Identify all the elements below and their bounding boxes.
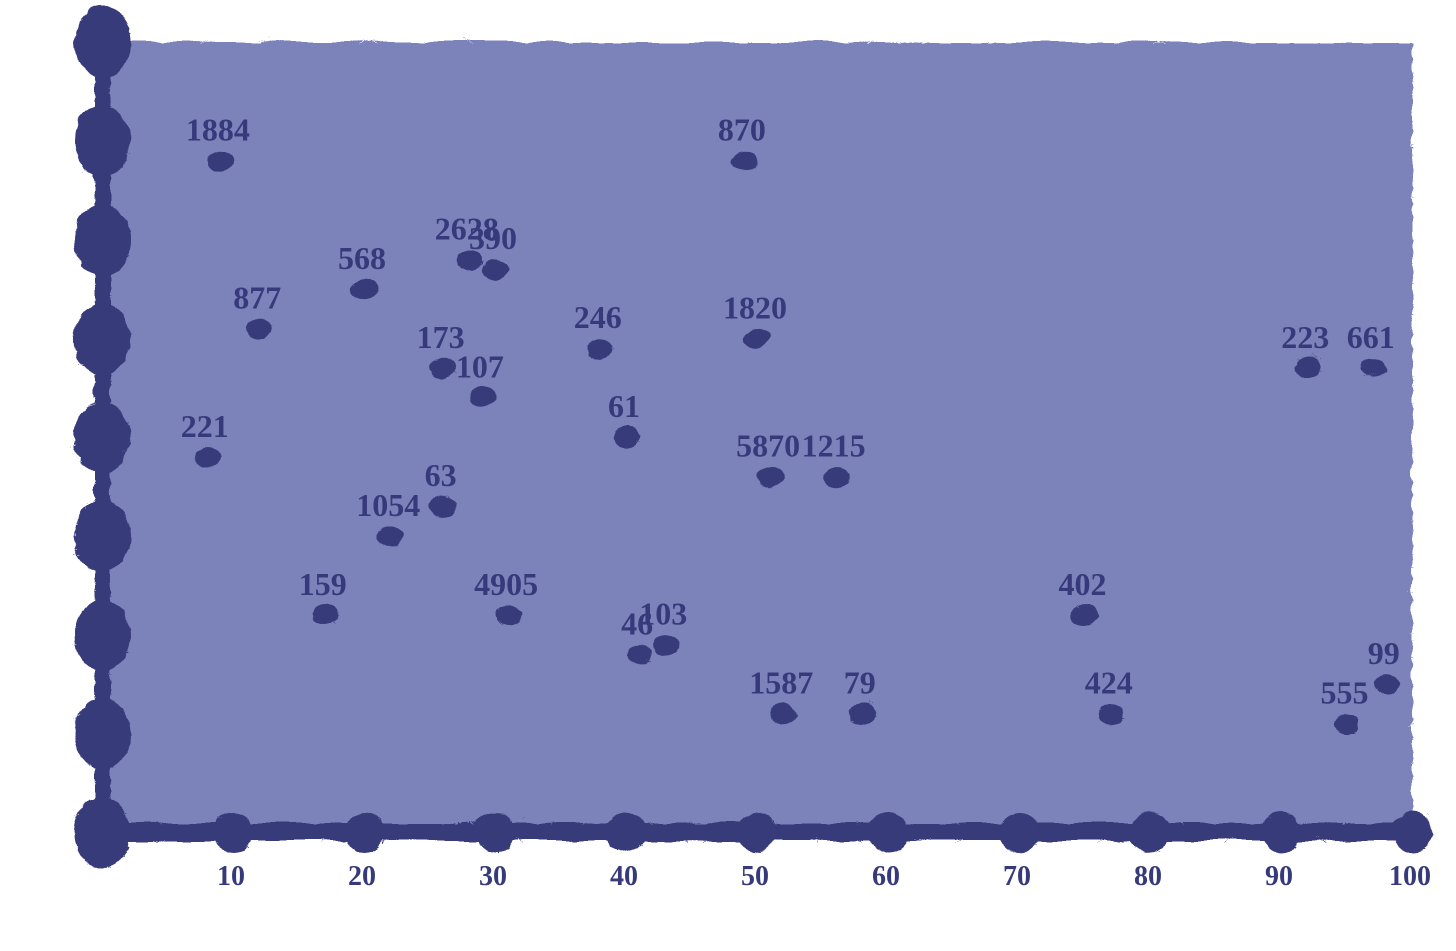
data-point-label: 99 (1368, 635, 1400, 671)
x-axis-tick (342, 810, 382, 850)
data-point (493, 603, 519, 623)
data-point-label: 246 (574, 299, 622, 335)
data-point-label: 221 (181, 408, 229, 444)
data-point (1371, 672, 1397, 692)
y-axis-tick (72, 695, 128, 767)
data-point-label: 1587 (749, 665, 813, 701)
data-point-label: 555 (1321, 674, 1369, 710)
x-axis-tick-label: 70 (1003, 861, 1031, 892)
data-point (585, 336, 611, 356)
x-axis-tick-label: 10 (217, 861, 245, 892)
data-point (1096, 701, 1122, 721)
data-point (205, 148, 231, 168)
data-point (820, 464, 846, 484)
data-point-label: 390 (469, 220, 517, 256)
data-point (650, 632, 676, 652)
data-point (1292, 356, 1318, 376)
data-point (1069, 603, 1095, 623)
y-axis-tick (72, 103, 128, 175)
data-point-label: 79 (844, 665, 876, 701)
data-point (375, 524, 401, 544)
scatter-chart: 1020304050607080901001884870877568262839… (0, 0, 1456, 951)
data-point (244, 316, 270, 336)
data-point (427, 356, 453, 376)
data-point-label: 107 (456, 349, 504, 385)
x-axis-tick (1390, 810, 1430, 850)
data-point (847, 701, 873, 721)
data-point (611, 425, 637, 445)
data-point (624, 642, 650, 662)
x-axis-tick (604, 810, 644, 850)
y-axis-tick (72, 399, 128, 471)
x-axis-tick-label: 40 (610, 861, 638, 892)
data-point (729, 148, 755, 168)
y-axis-tick (72, 4, 128, 76)
data-point-label: 402 (1059, 566, 1107, 602)
data-point-label: 5870 (736, 428, 800, 464)
x-axis-tick (997, 810, 1037, 850)
x-axis-tick (211, 810, 251, 850)
data-point-label: 568 (338, 240, 386, 276)
x-axis-tick-label: 20 (348, 861, 376, 892)
x-axis-tick-label: 100 (1389, 861, 1431, 892)
x-axis-tick (735, 810, 775, 850)
data-point-label: 4905 (474, 566, 538, 602)
data-point (480, 257, 506, 277)
x-axis-tick-label: 60 (872, 861, 900, 892)
data-point-label: 223 (1281, 319, 1329, 355)
data-point (192, 445, 218, 465)
data-point (310, 603, 336, 623)
x-axis-tick-label: 50 (741, 861, 769, 892)
data-point-label: 61 (608, 388, 640, 424)
x-axis-tick (1128, 810, 1168, 850)
data-point-label: 46 (621, 605, 653, 641)
data-point-label: 870 (718, 112, 766, 148)
x-axis-tick (866, 810, 906, 850)
data-point (1331, 711, 1357, 731)
data-point-label: 159 (299, 566, 347, 602)
data-point-label: 877 (233, 279, 281, 315)
data-point (1358, 356, 1384, 376)
y-axis-tick (72, 202, 128, 274)
x-axis-tick (1259, 810, 1299, 850)
x-axis-tick (473, 810, 513, 850)
data-point (427, 494, 453, 514)
x-axis-tick-label: 80 (1134, 861, 1162, 892)
data-point (349, 277, 375, 297)
data-point-label: 1820 (723, 289, 787, 325)
x-axis-tick-label: 90 (1265, 861, 1293, 892)
data-point (467, 385, 493, 405)
data-point-label: 1215 (802, 428, 866, 464)
data-point-label: 661 (1347, 319, 1395, 355)
data-point-label: 1054 (356, 487, 420, 523)
y-axis-tick (72, 300, 128, 372)
data-point-label: 1884 (186, 112, 250, 148)
data-point (755, 464, 781, 484)
data-point (768, 701, 794, 721)
data-point-label: 63 (425, 457, 457, 493)
data-point (742, 326, 768, 346)
y-axis-tick (72, 597, 128, 669)
x-axis-tick-label: 30 (479, 861, 507, 892)
data-point-label: 424 (1085, 665, 1133, 701)
y-axis-tick (72, 498, 128, 570)
